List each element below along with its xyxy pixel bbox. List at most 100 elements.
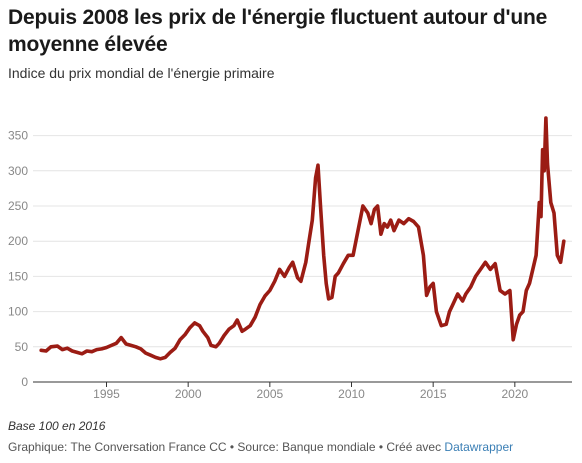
data-point: [330, 296, 333, 299]
data-point: [183, 333, 186, 336]
data-point: [80, 352, 83, 355]
data-point: [386, 226, 389, 229]
data-point: [214, 345, 217, 348]
data-point: [412, 220, 415, 223]
data-point: [288, 266, 291, 269]
data-point: [327, 297, 330, 300]
data-point: [159, 357, 162, 360]
y-tick-label: 150: [8, 269, 28, 283]
data-point: [325, 282, 328, 285]
y-tick-label: 100: [8, 305, 28, 319]
data-point: [366, 211, 369, 214]
data-point: [44, 349, 47, 352]
data-point: [85, 349, 88, 352]
data-point: [541, 148, 544, 151]
data-point: [503, 292, 506, 295]
data-point: [432, 282, 435, 285]
data-point: [134, 345, 137, 348]
data-point: [236, 318, 239, 321]
data-point: [314, 176, 317, 179]
data-point: [539, 215, 542, 218]
data-point: [402, 222, 405, 225]
data-point: [206, 336, 209, 339]
data-point: [164, 356, 167, 359]
data-point: [389, 218, 392, 221]
data-point: [538, 201, 541, 204]
x-tick-label: 2015: [420, 387, 447, 401]
data-point: [337, 271, 340, 274]
data-point: [188, 326, 191, 329]
data-point: [249, 324, 252, 327]
data-point: [543, 169, 546, 172]
data-point: [347, 254, 350, 257]
data-point: [525, 289, 528, 292]
y-tick-label: 350: [8, 129, 28, 143]
data-point: [352, 254, 355, 257]
data-point: [392, 229, 395, 232]
data-point: [201, 330, 204, 333]
data-point: [356, 229, 359, 232]
data-point: [49, 345, 52, 348]
x-tick-label: 1995: [93, 387, 120, 401]
data-point: [479, 268, 482, 271]
data-point: [342, 262, 345, 265]
data-point: [95, 348, 98, 351]
data-point: [273, 280, 276, 283]
data-point: [40, 349, 43, 352]
y-tick-label: 0: [21, 375, 28, 389]
data-point: [149, 354, 152, 357]
data-point: [296, 276, 299, 279]
data-point: [515, 323, 518, 326]
data-point: [244, 328, 247, 331]
data-point: [474, 275, 477, 278]
data-point: [71, 349, 74, 352]
data-point: [379, 233, 382, 236]
data-point: [552, 211, 555, 214]
data-point: [154, 356, 157, 359]
x-tick-label: 2005: [256, 387, 283, 401]
datawrapper-link[interactable]: Datawrapper: [444, 440, 514, 454]
x-tick-label: 2010: [338, 387, 365, 401]
data-point: [76, 351, 79, 354]
data-point: [66, 347, 69, 350]
data-point: [528, 282, 531, 285]
data-point: [451, 303, 454, 306]
chart-title: Depuis 2008 les prix de l'énergie fluctu…: [8, 6, 548, 56]
data-point: [464, 292, 467, 295]
credits: Graphique: The Conversation France CC • …: [8, 440, 513, 454]
data-point: [56, 344, 59, 347]
data-point: [129, 344, 132, 347]
data-point: [512, 338, 515, 341]
data-point: [445, 323, 448, 326]
data-point: [489, 268, 492, 271]
chart-subtitle: Indice du prix mondial de l'énergie prim…: [8, 65, 275, 81]
data-point: [521, 310, 524, 313]
data-point: [508, 289, 511, 292]
energy-price-index-line: [39, 116, 566, 361]
data-point: [417, 226, 420, 229]
data-point: [105, 346, 108, 349]
y-tick-label: 200: [8, 234, 28, 248]
data-point: [425, 294, 428, 297]
data-point: [198, 324, 201, 327]
data-point: [223, 334, 226, 337]
data-point: [61, 348, 64, 351]
data-point: [254, 316, 257, 319]
data-point: [240, 330, 243, 333]
data-point: [518, 314, 521, 317]
y-tick-label: 50: [15, 340, 29, 354]
data-point: [559, 261, 562, 264]
data-point: [263, 295, 266, 298]
y-tick-label: 250: [8, 199, 28, 213]
x-tick-label: 2000: [175, 387, 202, 401]
data-point: [283, 275, 286, 278]
data-point: [90, 350, 93, 353]
data-point: [494, 262, 497, 265]
data-point: [397, 218, 400, 221]
y-tick-label: 300: [8, 164, 28, 178]
data-point: [484, 261, 487, 264]
data-point: [304, 261, 307, 264]
data-point: [139, 347, 142, 350]
data-point: [361, 204, 364, 207]
data-point: [120, 336, 123, 339]
